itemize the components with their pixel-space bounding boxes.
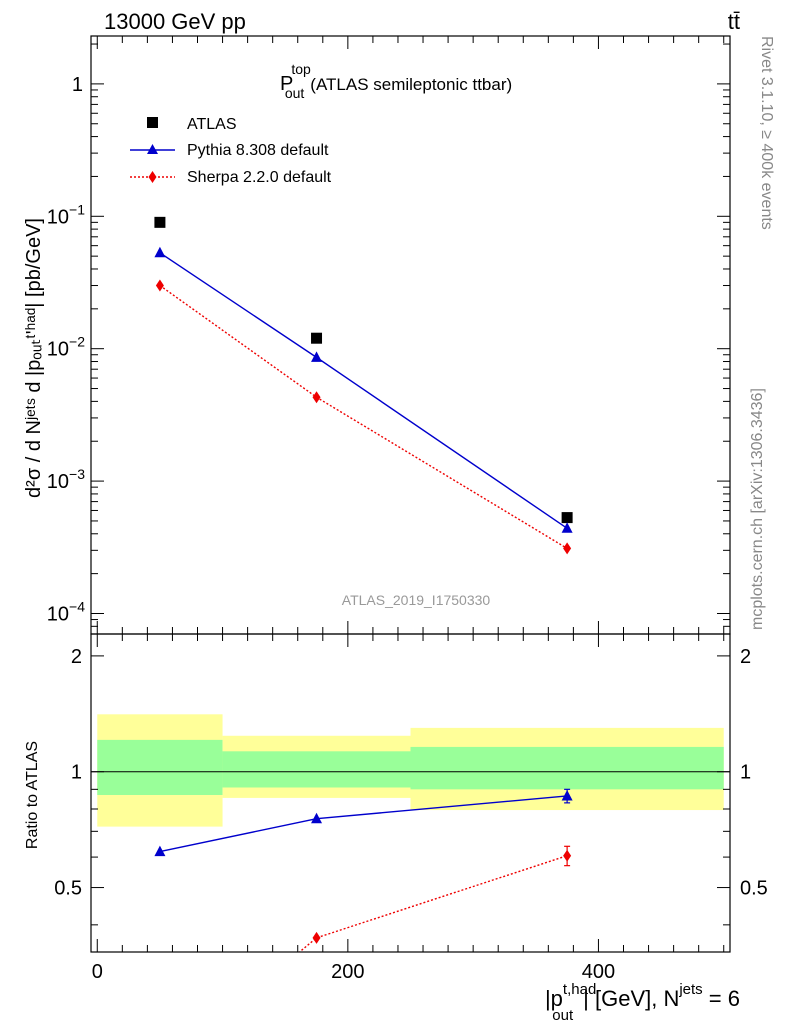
legend-atlas-marker <box>147 117 158 128</box>
main-y-tick-label: 10−4 <box>47 598 85 625</box>
x-tick-label: 200 <box>331 961 364 983</box>
main-title-sub: out <box>285 85 305 101</box>
x-axis-label-rest: | [GeV], N <box>583 986 679 1011</box>
legend-pythia-marker <box>147 144 158 154</box>
main-y-tick-label-base: 10 <box>47 603 69 625</box>
main-y-tick-label-exp: −1 <box>69 201 85 217</box>
legend-pythia-label: Pythia 8.308 default <box>187 142 329 159</box>
main-y-tick-label-base: 10 <box>47 339 69 361</box>
ratio-y-tick-label-right: 0.5 <box>740 878 768 900</box>
legend-sherpa-label: Sherpa 2.2.0 default <box>187 169 332 186</box>
main-y-tick-label: 10−2 <box>47 334 85 361</box>
process-label: tt̄ <box>728 9 740 34</box>
main-point-pythia-8-308-default-1 <box>311 351 323 362</box>
main-y-tick-label-exp: −4 <box>69 598 85 614</box>
analysis-label: ATLAS_2019_I1750330 <box>342 592 491 608</box>
main-y-tick-label: 10−3 <box>47 466 85 493</box>
main-y-tick-label: 10−1 <box>47 201 85 228</box>
main-point-atlas-1 <box>311 332 323 344</box>
main-y-axis-label: d²σ / d Nʲᵉᵗˢ d |pₒᵤₜᵗ'ʰᵃᵈ| [pb/GeV] <box>23 218 45 498</box>
x-tick-label: 400 <box>582 961 615 983</box>
main-y-tick-label-exp: −2 <box>69 334 85 350</box>
x-tick-label: 0 <box>92 961 103 983</box>
main-y-tick-label: 1 <box>72 74 83 96</box>
ratio-y-axis-label: Ratio to ATLAS <box>24 741 41 849</box>
ratio-y-tick-label-left: 0.5 <box>54 878 82 900</box>
main-point-atlas-2 <box>561 512 573 524</box>
mcplots-label: mcplots.cern.ch [arXiv:1306.3436] <box>749 388 766 630</box>
ratio-point-pythia-8-308-default-2 <box>561 789 573 801</box>
main-title: Ptop out (ATLAS semileptonic ttbar) <box>280 61 512 101</box>
ratio-point-sherpa-2-2-0-default-1 <box>312 931 321 944</box>
x-axis-label-jets: jets <box>678 981 702 998</box>
x-axis-label-sup: t,had <box>563 981 596 998</box>
main-point-sherpa-2-2-0-default-2 <box>563 542 572 555</box>
main-title-letter: P <box>280 73 293 95</box>
main-y-tick-label-exp: −3 <box>69 466 85 482</box>
legend-atlas-label: ATLAS <box>187 116 237 133</box>
main-point-pythia-8-308-default-2 <box>561 522 573 533</box>
legend: ATLAS Pythia 8.308 default Sherpa 2.2.0 … <box>130 116 332 186</box>
ratio-y-tick-label-left: 2 <box>71 646 82 668</box>
ratio-panel-frame <box>90 633 731 953</box>
main-point-atlas-0 <box>154 216 166 228</box>
ratio-panel-data <box>154 788 573 952</box>
main-title-rest: (ATLAS semileptonic ttbar) <box>310 75 512 94</box>
main-y-tick-label-base: 10 <box>47 206 69 228</box>
x-axis-label-p: |p <box>545 986 563 1011</box>
ratio-band-inner-0 <box>97 739 223 795</box>
ratio-line-sherpa-2-2-0-default <box>298 855 568 952</box>
main-line-pythia-8-308-default <box>159 252 568 529</box>
main-panel-data <box>154 216 573 555</box>
ratio-band-inner-1 <box>222 751 411 788</box>
ratio-y-tick-label-left: 1 <box>71 762 82 784</box>
ratio-point-sherpa-2-2-0-default-2 <box>563 849 572 862</box>
ratio-point-pythia-8-308-default-1 <box>311 812 323 824</box>
ratio-point-pythia-8-308-default-0 <box>154 845 166 857</box>
energy-label: 13000 GeV pp <box>104 9 246 34</box>
ratio-y-tick-label-right: 2 <box>740 646 751 668</box>
main-y-tick-label-base: 10 <box>47 471 69 493</box>
x-axis-label-sub: out <box>552 1007 574 1024</box>
main-line-sherpa-2-2-0-default <box>159 284 568 550</box>
main-y-tick-label-base: 1 <box>72 74 83 96</box>
main-point-sherpa-2-2-0-default-0 <box>155 279 164 292</box>
main-point-sherpa-2-2-0-default-1 <box>312 391 321 404</box>
rivet-version-label: Rivet 3.1.10, ≥ 400k events <box>758 36 775 230</box>
x-axis-label-end: = 6 <box>703 986 740 1011</box>
ratio-band-inner-2 <box>410 746 724 790</box>
ratio-y-tick-label-right: 1 <box>740 762 751 784</box>
x-axis-label: |pt,had out | [GeV], Njets = 6 <box>545 981 740 1024</box>
legend-sherpa-marker <box>148 171 157 183</box>
main-title-sup: top <box>291 61 311 77</box>
main-point-pythia-8-308-default-0 <box>154 246 166 258</box>
